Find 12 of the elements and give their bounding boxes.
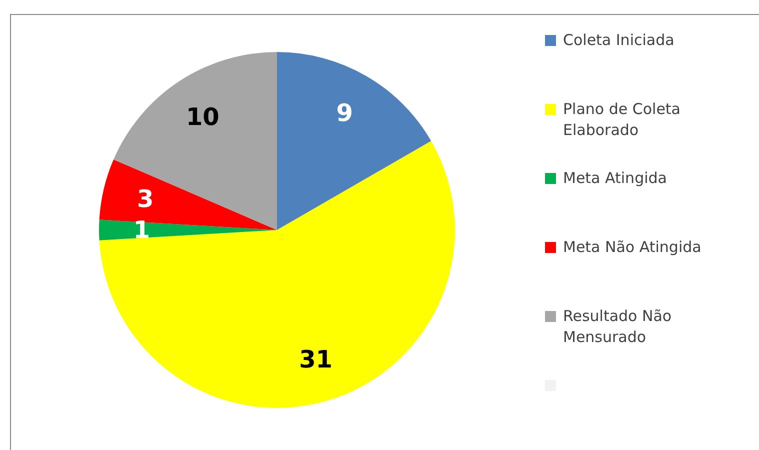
legend-label: Coleta Iniciada bbox=[563, 30, 674, 51]
legend-label: Meta Atingida bbox=[563, 168, 667, 189]
legend-label: Resultado Não Mensurado bbox=[563, 306, 673, 348]
legend-label: Meta Não Atingida bbox=[563, 237, 702, 258]
data-label: 9 bbox=[336, 98, 353, 127]
legend-label: Plano de Coleta Elaborado bbox=[563, 99, 682, 141]
pie-slice bbox=[277, 52, 432, 230]
data-label: 31 bbox=[299, 346, 332, 374]
data-label: 10 bbox=[186, 102, 220, 131]
pie-slice bbox=[99, 141, 455, 408]
data-label: 1 bbox=[133, 216, 150, 244]
data-label: 3 bbox=[137, 184, 154, 213]
